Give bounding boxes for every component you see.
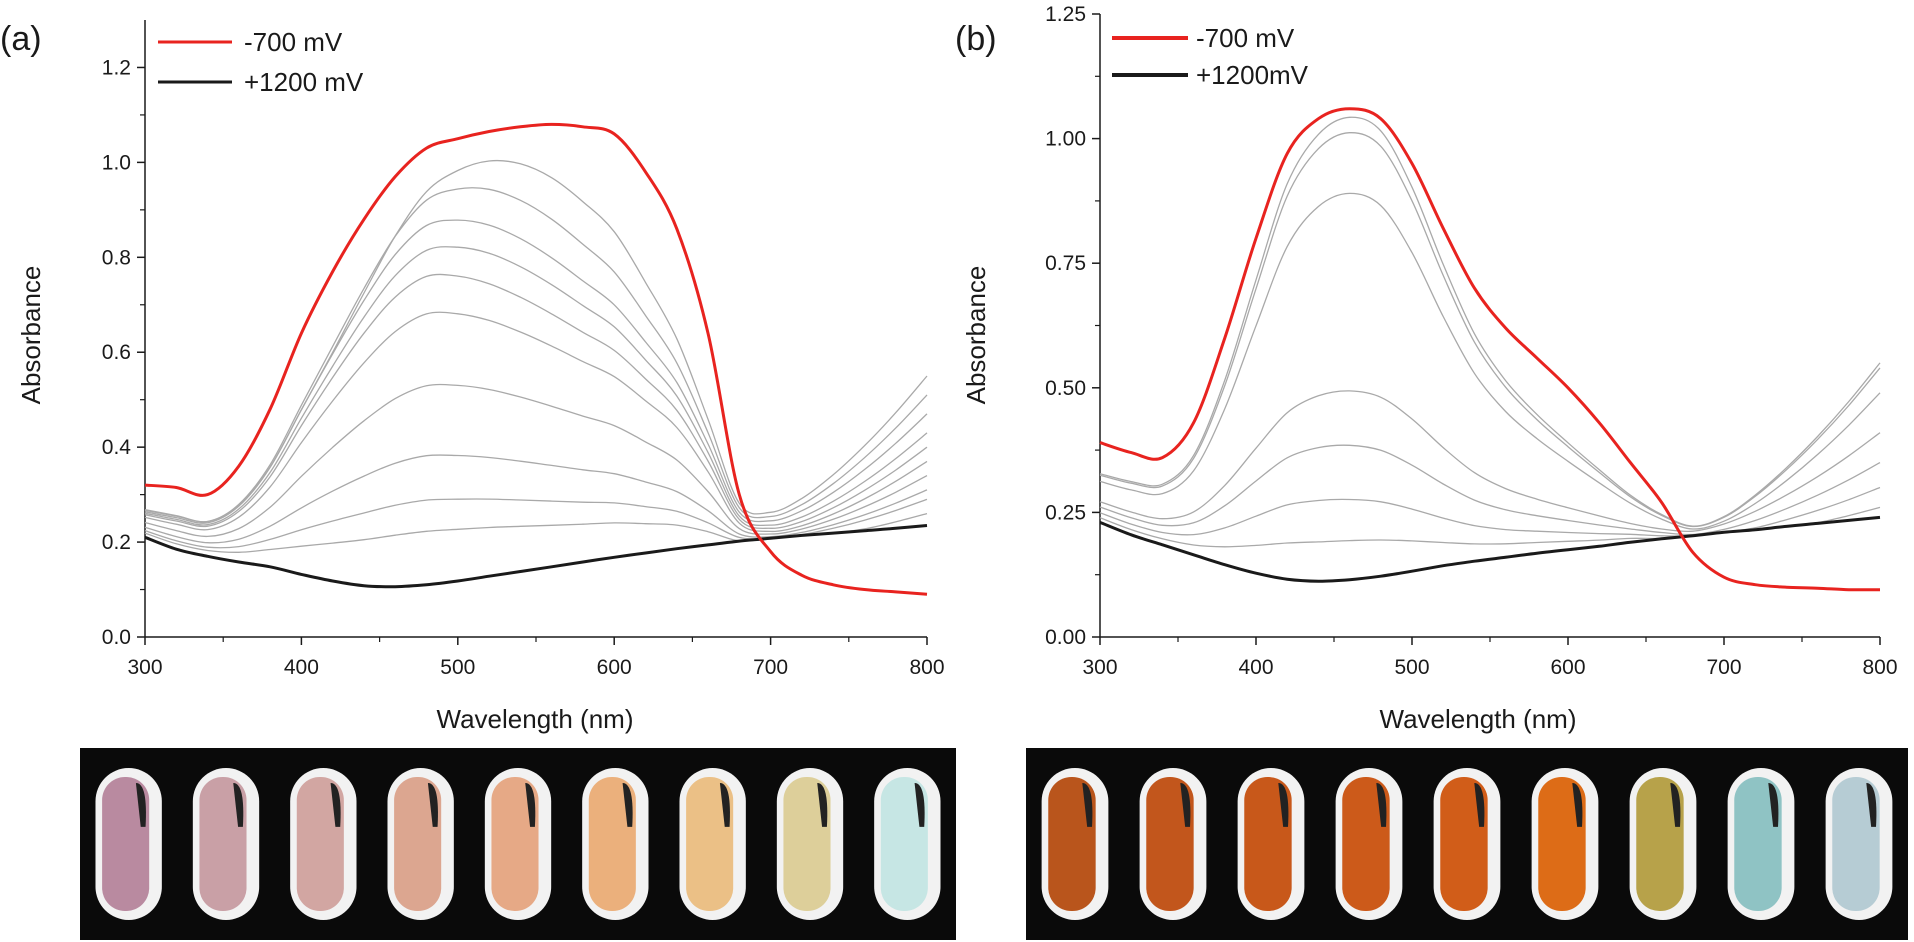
y-tick-label-b: 0.00 [1045,626,1086,649]
legend-label-oxidized-a: +1200 mV [244,67,364,97]
legend-b: -700 mV +1200mV [1112,23,1309,90]
x-tick-label-b: 600 [1550,656,1585,679]
y-tick-label-a: 0.6 [102,341,131,364]
chart-panel-a: (a) -700 mV +1200 mV Absorbance Waveleng… [0,20,945,734]
x-axis-label-b: Wavelength (nm) [1380,704,1577,734]
cuvette-photo-strip-b [1026,748,1908,940]
intermediate-spectrum-line-a [144,383,928,538]
cuvette-sample-a [102,777,150,911]
intermediate-spectrum-line-b [1099,390,1881,533]
y-tick-label-b: 0.25 [1045,501,1086,524]
electrode-clip-b [1768,783,1779,827]
intermediate-spectrum-line-a [144,159,928,523]
electrode-clip-b [1670,783,1681,827]
intermediate-spectrum-line-b [1099,192,1881,530]
x-tick-label-a: 400 [284,656,319,679]
electrode-clip-a [330,783,341,827]
oxidized-spectrum-line-a [144,524,928,589]
y-axis-label-a: Absorbance [16,266,46,405]
cuvette-sample-a [296,777,344,911]
electrode-clip-a [914,783,925,827]
cuvette-sample-b [1832,777,1880,911]
intermediate-spectrum-line-a [144,273,928,530]
intermediate-spectrum-line-b [1099,444,1881,536]
cuvette-sample-b [1048,777,1096,911]
cuvette-sample-b [1636,777,1684,911]
panel-label-a: (a) [0,20,42,58]
cuvette-sample-a [199,777,247,911]
electrode-clip-b [1376,783,1387,827]
y-tick-label-a: 1.2 [102,56,131,79]
x-tick-label-b: 800 [1862,656,1897,679]
y-tick-label-a: 0.0 [102,626,131,649]
cuvette-sample-a [783,777,831,911]
electrode-clip-a [135,783,146,827]
electrode-clip-a [817,783,828,827]
intermediate-spectrum-line-a [144,187,928,523]
electrode-clip-b [1278,783,1289,827]
y-tick-label-b: 1.25 [1045,3,1086,26]
electrode-clip-b [1082,783,1093,827]
intermediate-spectrum-line-b [1099,486,1881,537]
x-axis-label-a: Wavelength (nm) [437,704,634,734]
electrode-clip-a [427,783,438,827]
y-tick-label-a: 0.2 [102,531,131,554]
y-tick-label-a: 0.8 [102,246,131,269]
y-tick-label-b: 0.75 [1045,252,1086,275]
reduced-spectrum-line-a [144,122,928,596]
cuvette-sample-a [491,777,539,911]
oxidized-spectrum-line-b [1099,515,1881,583]
chart-panel-b: (b) -700 mV +1200mV Absorbance Wavelengt… [955,3,1898,734]
cuvette-photo-strip-a [80,748,956,940]
electrode-clip-b [1866,783,1877,827]
cuvette-sample-b [1440,777,1488,911]
y-tick-label-a: 0.4 [102,436,132,459]
intermediate-spectrum-line-a [144,454,928,544]
x-tick-label-a: 800 [909,656,944,679]
electrode-clip-a [233,783,244,827]
cuvette-sample-b [1342,777,1390,911]
x-tick-label-b: 500 [1394,656,1429,679]
legend-label-reduced-b: -700 mV [1196,23,1295,53]
x-tick-label-a: 700 [753,656,788,679]
x-tick-label-b: 700 [1706,656,1741,679]
y-axis-label-b: Absorbance [961,266,991,405]
panel-label-b: (b) [955,20,997,58]
plot-area-a: 300 400 500 600 700 800 0.0 0.2 0.4 0.6 0.8 1.0 1.2 [102,20,945,679]
intermediate-spectrum-line-a [144,246,928,527]
electrode-clip-b [1474,783,1485,827]
legend-a: -700 mV +1200 mV [158,27,364,97]
cuvette-sample-a [394,777,442,911]
intermediate-spectrum-line-b [1099,506,1881,548]
cuvette-sample-b [1146,777,1194,911]
y-tick-label-a: 1.0 [102,151,131,174]
cuvette-sample-b [1734,777,1782,911]
electrode-clip-b [1180,783,1191,827]
reduced-spectrum-line-b [1099,107,1881,592]
x-tick-label-b: 300 [1082,656,1117,679]
electrode-clip-a [622,783,633,827]
legend-label-reduced-a: -700 mV [244,27,343,57]
intermediate-spectrum-line-b [1099,116,1881,527]
y-tick-label-b: 0.50 [1045,377,1086,400]
x-tick-label-a: 500 [440,656,475,679]
cuvette-sample-b [1244,777,1292,911]
cuvette-sample-b [1538,777,1586,911]
cuvette-sample-a [880,777,928,911]
electrode-clip-a [719,783,730,827]
electrode-clip-a [525,783,536,827]
intermediate-spectrum-line-a [144,311,928,533]
plot-area-b: 300 400 500 600 700 800 0.00 0.25 0.50 0.75 1.00 1.… [1045,3,1897,679]
y-tick-label-b: 1.00 [1045,128,1086,151]
electrode-clip-b [1572,783,1583,827]
cuvette-sample-a [686,777,734,911]
legend-label-oxidized-b: +1200mV [1196,60,1309,90]
cuvette-sample-a [588,777,636,911]
x-tick-label-a: 300 [127,656,162,679]
x-tick-label-a: 600 [597,656,632,679]
intermediate-spectrum-line-b [1099,132,1881,528]
x-tick-label-b: 400 [1238,656,1273,679]
